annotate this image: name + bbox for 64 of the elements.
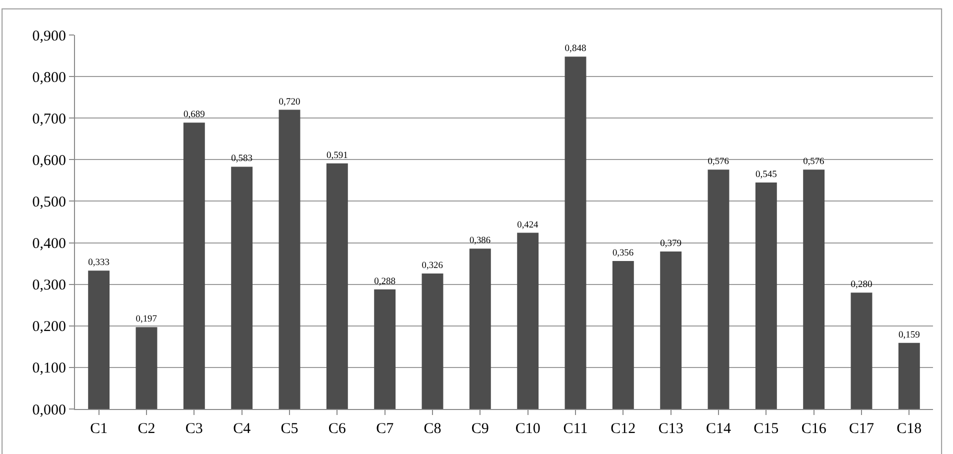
data-label: 0,424: [517, 220, 539, 230]
data-label: 0,583: [231, 154, 253, 164]
data-label: 0,379: [660, 238, 682, 249]
data-label: 0,576: [803, 157, 825, 168]
bar: [755, 182, 777, 409]
data-label: 0,280: [850, 280, 872, 290]
x-tick-label: C7: [376, 421, 394, 437]
data-label: 0,386: [469, 236, 491, 246]
bar: [183, 122, 205, 409]
x-tick-label: C5: [280, 421, 298, 437]
x-tick-label: C8: [424, 421, 442, 437]
bar: [88, 270, 110, 409]
x-tick-label: C6: [328, 421, 346, 437]
bar: [136, 327, 158, 409]
data-label: 0,689: [183, 110, 206, 120]
y-tick-label: 0,700: [32, 111, 66, 128]
bar: [469, 248, 491, 409]
data-label: 0,591: [326, 150, 348, 161]
data-label: 0,288: [374, 276, 396, 287]
data-label: 0,576: [708, 157, 730, 168]
y-tick-label: 0,000: [32, 402, 66, 418]
data-label: 0,848: [564, 44, 586, 54]
x-tick-label: C1: [90, 421, 108, 437]
bar: [850, 292, 872, 409]
x-tick-label: C15: [754, 421, 779, 437]
x-tick-label: C13: [658, 421, 684, 437]
bar: [422, 274, 444, 409]
x-tick-label: C12: [610, 421, 636, 437]
x-tick-label: C14: [706, 421, 732, 437]
y-tick-label: 0,600: [32, 152, 66, 169]
bar: [898, 342, 920, 409]
bar: [564, 56, 586, 409]
x-tick-label: C9: [471, 421, 489, 437]
data-label: 0,333: [88, 258, 110, 268]
x-tick-label: C16: [801, 421, 827, 437]
data-label: 0,159: [898, 330, 920, 340]
bar: [708, 170, 730, 409]
x-tick-label: C18: [896, 421, 922, 437]
x-tick-label: C10: [515, 421, 540, 437]
y-tick-label: 0,300: [32, 278, 66, 294]
bar: [612, 261, 634, 409]
bar: [231, 166, 253, 409]
x-tick-label: C3: [185, 421, 203, 437]
bar: [660, 252, 682, 409]
y-tick-label: 0,200: [32, 319, 66, 336]
bar: [517, 232, 539, 409]
data-label: 0,545: [755, 170, 778, 180]
x-tick-label: C2: [138, 421, 156, 437]
x-tick-label: C17: [848, 421, 874, 437]
bar: [803, 170, 825, 409]
data-label: 0,197: [136, 314, 158, 325]
x-tick-label: C11: [563, 421, 588, 437]
x-tick-label: C4: [233, 421, 252, 437]
y-tick-label: 0,900: [32, 28, 66, 44]
data-label: 0,720: [278, 97, 300, 108]
data-label: 0,326: [422, 261, 444, 272]
bar: [326, 163, 348, 409]
bar: [374, 289, 396, 409]
data-label: 0,356: [612, 248, 634, 259]
y-tick-label: 0,800: [32, 70, 66, 86]
y-tick-label: 0,100: [32, 360, 66, 377]
y-tick-label: 0,500: [32, 194, 66, 210]
y-tick-label: 0,400: [32, 236, 66, 252]
bar: [278, 110, 300, 409]
